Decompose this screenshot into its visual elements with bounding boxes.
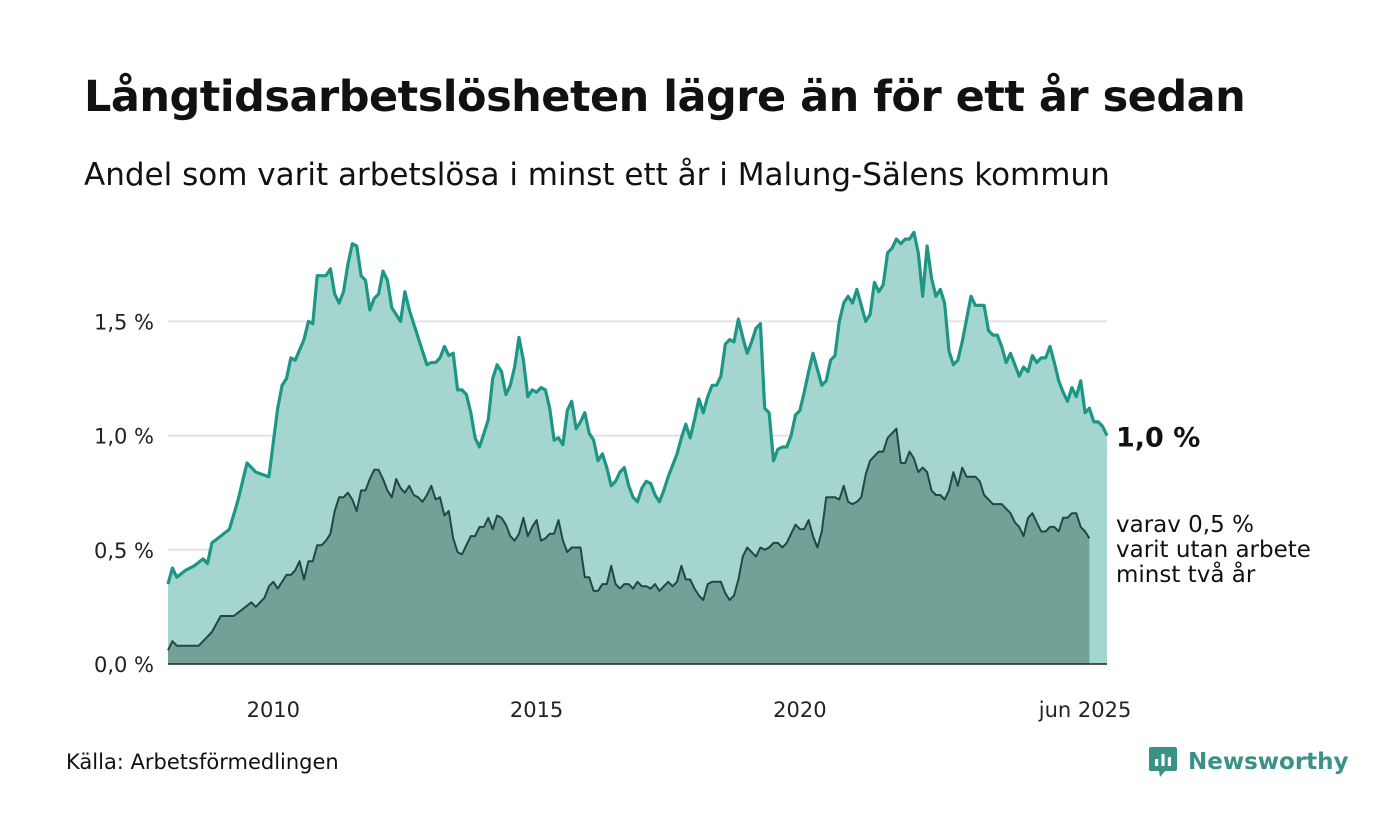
annotation-line: varav 0,5 % xyxy=(1116,512,1254,538)
annotation-label: varav 0,5 % varit utan arbete minst två år xyxy=(1116,512,1311,588)
y-tick-label: 0,5 % xyxy=(94,539,154,563)
chart-title: Långtidsarbetslösheten lägre än för ett … xyxy=(84,72,1246,122)
annotation-line: minst två år xyxy=(1116,560,1256,588)
x-tick-label: 2015 xyxy=(510,698,563,722)
brand-name: Newsworthy xyxy=(1188,749,1349,775)
chart-areas xyxy=(166,230,1109,665)
annotation-line: varit utan arbete xyxy=(1116,537,1311,563)
source-note: Källa: Arbetsförmedlingen xyxy=(66,750,339,774)
series-0-line xyxy=(166,230,1109,585)
x-tick-label: jun 2025 xyxy=(1038,698,1132,722)
newsworthy-logo-icon xyxy=(1149,747,1177,777)
series-1-line xyxy=(167,427,1091,651)
x-axis: 2010 2015 2020 jun 2025 xyxy=(247,698,1132,722)
y-axis: 0,0 % 0,5 % 1,0 % 1,5 % xyxy=(94,310,154,677)
y-tick-label: 1,0 % xyxy=(94,425,154,449)
chart-subtitle: Andel som varit arbetslösa i minst ett å… xyxy=(84,157,1110,193)
brand[interactable]: Newsworthy xyxy=(1148,744,1349,780)
y-tick-label: 1,5 % xyxy=(94,310,154,334)
x-tick-label: 2020 xyxy=(773,698,826,722)
y-tick-label: 0,0 % xyxy=(94,653,154,677)
series-1-area xyxy=(168,428,1090,664)
annotation-label: 1,0 % xyxy=(1116,423,1200,454)
end-annotations: 1,0 % varav 0,5 % varit utan arbete minst t… xyxy=(1116,423,1311,588)
x-tick-label: 2010 xyxy=(247,698,300,722)
